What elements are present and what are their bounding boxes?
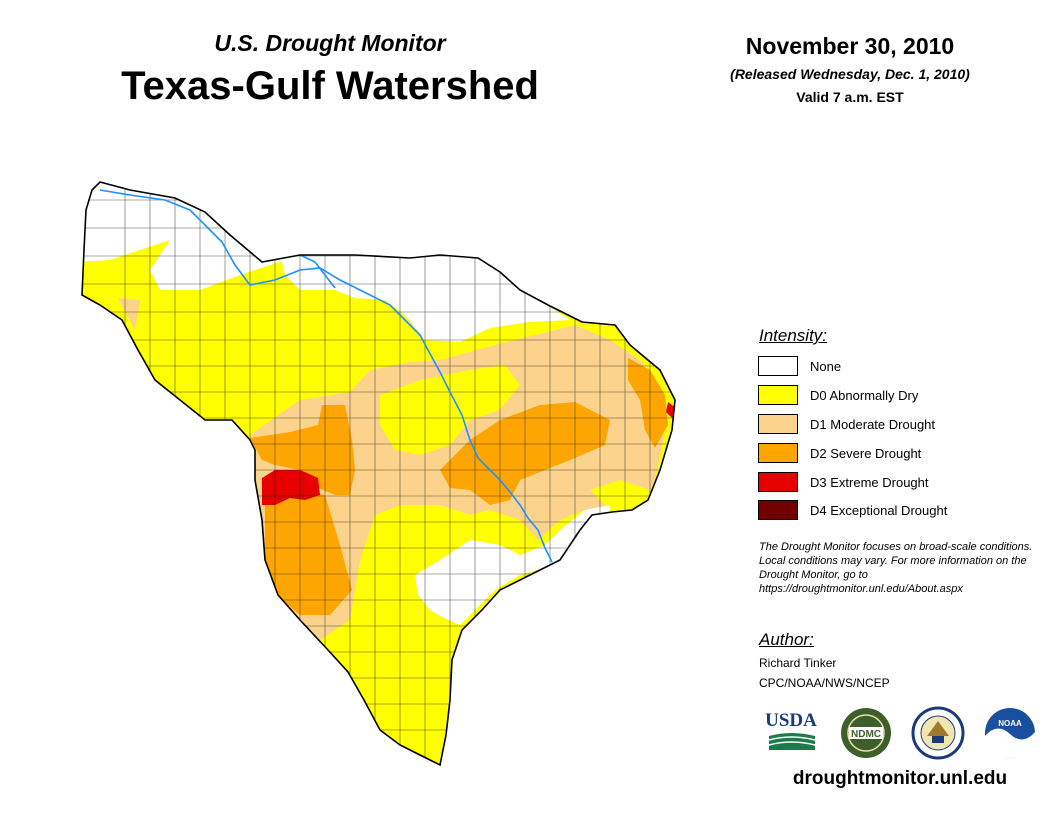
river-tributary xyxy=(299,254,336,289)
legend-label: D0 Abnormally Dry xyxy=(810,387,919,403)
d2-area-southwest xyxy=(265,490,352,615)
legend-item-d1: D1 Moderate Drought xyxy=(758,413,935,435)
legend-swatch xyxy=(758,472,798,492)
watershed-outline xyxy=(81,181,676,767)
usda-logo: USDA xyxy=(765,710,817,750)
legend-swatch xyxy=(758,385,798,405)
legend-item-d4: D4 Exceptional Drought xyxy=(758,499,947,521)
legend-label: D2 Severe Drought xyxy=(810,445,922,461)
ndmc-logo: NDMC xyxy=(841,708,891,758)
map-date: November 30, 2010 xyxy=(745,33,955,59)
disclaimer-note: The Drought Monitor focuses on broad-sca… xyxy=(759,541,1033,595)
legend-label: D4 Exceptional Drought xyxy=(810,502,948,518)
legend-item-d0: D0 Abnormally Dry xyxy=(758,384,918,406)
legend-heading: Intensity: xyxy=(759,326,828,345)
d0-pocket-east xyxy=(590,480,650,510)
legend-swatch xyxy=(758,414,798,434)
website-link[interactable]: droughtmonitor.unl.edu xyxy=(792,768,1008,789)
river-main xyxy=(99,189,553,563)
release-date: (Released Wednesday, Dec. 1, 2010) xyxy=(730,66,970,82)
d2-area-west xyxy=(250,405,355,495)
valid-time: Valid 7 a.m. EST xyxy=(796,89,904,105)
legend-item-d3: D3 Extreme Drought xyxy=(758,471,929,493)
legend-swatch xyxy=(758,500,798,520)
noaa-logo-text: NOAA xyxy=(998,719,1022,728)
d2-area-east xyxy=(628,358,668,448)
d1-area-west xyxy=(118,298,140,330)
legend-item-none: None xyxy=(758,355,841,377)
ndmc-logo-text: NDMC xyxy=(851,729,881,740)
author-name: Richard Tinker xyxy=(759,656,837,670)
map-title: Texas-Gulf Watershed xyxy=(121,64,539,108)
author-heading: Author: xyxy=(759,630,814,649)
agency-logos: USDA NDMC NOAA xyxy=(765,706,1035,760)
legend-swatch xyxy=(758,356,798,376)
author-org: CPC/NOAA/NWS/NCEP xyxy=(759,676,890,690)
noaa-logo: NOAA xyxy=(985,708,1035,758)
legend-item-d2: D2 Severe Drought xyxy=(758,442,921,464)
legend-label: None xyxy=(810,358,842,374)
rivers xyxy=(99,189,553,563)
drought-map xyxy=(81,181,676,767)
legend-swatch xyxy=(758,443,798,463)
map-subtitle: U.S. Drought Monitor xyxy=(214,30,446,56)
none-area-coast xyxy=(415,505,610,625)
usda-logo-text: USDA xyxy=(765,710,817,731)
legend-label: D1 Moderate Drought xyxy=(810,416,936,432)
legend-label: D3 Extreme Drought xyxy=(810,474,929,490)
doc-seal-logo xyxy=(911,706,965,760)
